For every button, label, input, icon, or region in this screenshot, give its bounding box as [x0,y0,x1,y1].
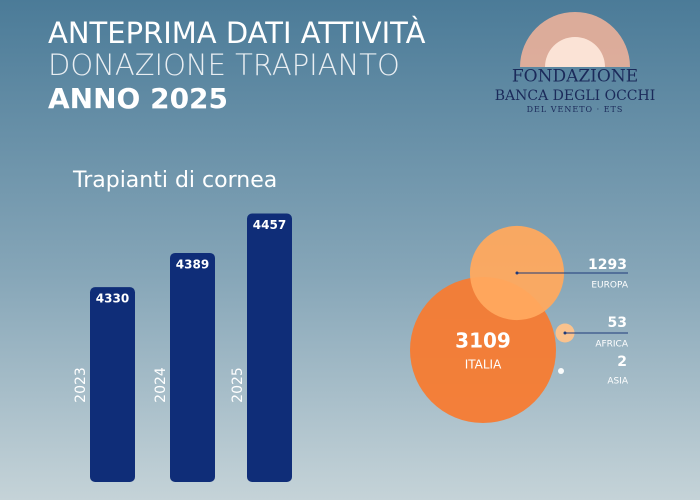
category-label: ITALIA [465,358,502,372]
logo-text: BANCA DEGLI OCCHI [495,88,655,104]
value-label: 4457 [253,218,286,232]
bar [90,287,135,482]
category-label: AFRICA [595,340,629,350]
logo-text: DEL VENETO · ETS [527,105,624,114]
value-label: 4330 [96,292,129,306]
title-line: ANTEPRIMA DATI ATTIVITÀ [48,16,426,50]
value-label: 1293 [588,257,627,273]
logo-text: FONDAZIONE [512,67,638,87]
chart-title: Trapianti di cornea [72,168,277,193]
value-label: 3109 [455,329,511,353]
value-label: 53 [608,315,627,331]
bar [170,252,215,482]
category-label: EUROPA [591,281,628,291]
category-label: 2025 [230,367,246,403]
category-label: 2024 [153,367,169,403]
title-line: ANNO 2025 [48,82,228,115]
title-line: DONAZIONE TRAPIANTO [48,48,400,82]
category-label: 2023 [73,367,89,403]
logo: FONDAZIONE BANCA DEGLI OCCHI DEL VENETO … [495,12,655,114]
logo-sun-core [545,37,605,67]
value-label: 2 [617,354,627,370]
leader-dot [563,331,567,335]
value-label: 4389 [176,257,209,271]
category-label: ASIA [607,377,629,387]
bubble [558,368,564,374]
leader-dot [515,271,519,275]
bar [247,213,292,482]
